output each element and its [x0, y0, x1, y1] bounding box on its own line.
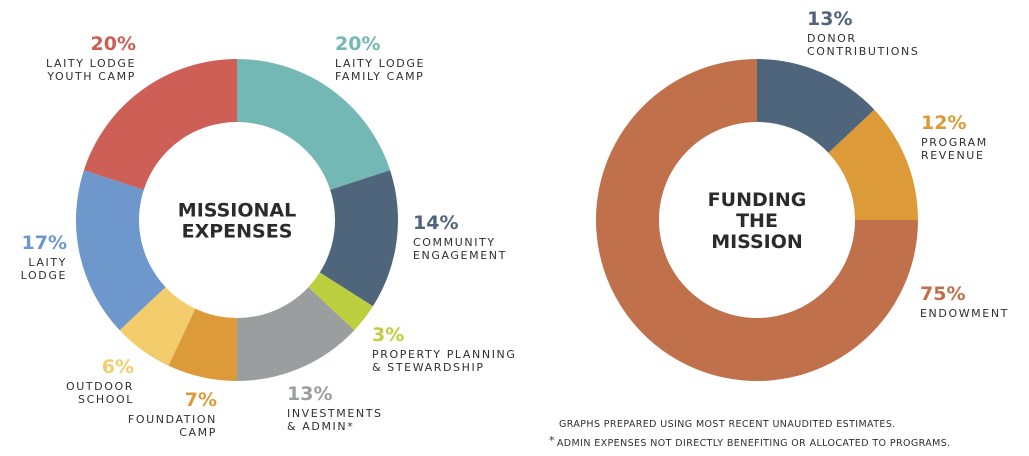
- category-label-property-planning-stewardship-line-1: PROPERTY PLANNING: [372, 348, 517, 361]
- slice-community-engagement: [319, 170, 398, 307]
- footnote-asterisk: *: [549, 434, 555, 447]
- category-label-program-revenue-line-2: REVENUE: [921, 149, 985, 162]
- category-label-laity-lodge-family-camp-line-1: LAITY LODGE: [335, 57, 425, 70]
- center-title-line-2: THE: [736, 210, 778, 232]
- slice-foundation-camp: [168, 308, 237, 381]
- category-label-laity-lodge-family-camp-line-2: FAMILY CAMP: [335, 70, 424, 83]
- pct-label-investments-admin: 13%: [287, 383, 332, 405]
- category-label-foundation-camp-line-2: CAMP: [179, 426, 217, 439]
- category-label-outdoor-school-line-1: OUTDOOR: [66, 380, 134, 393]
- slice-program-revenue: [828, 109, 918, 220]
- category-label-community-engagement-line-2: ENGAGEMENT: [413, 249, 507, 262]
- category-label-community-engagement-line-1: COMMUNITY: [413, 236, 496, 249]
- pct-label-outdoor-school: 6%: [102, 356, 134, 378]
- category-label-investments-admin-line-2: & ADMIN*: [287, 420, 354, 433]
- footnote-admin: * ADMIN EXPENSES NOT DIRECTLY BENEFITING …: [549, 434, 951, 449]
- slice-laity-lodge-youth-camp: [83, 59, 237, 190]
- pct-label-endowment: 75%: [920, 283, 965, 305]
- pct-label-laity-lodge: 17%: [22, 232, 67, 254]
- slice-outdoor-school: [119, 287, 196, 366]
- slice-endowment: [596, 59, 918, 381]
- category-label-endowment-line-1: ENDOWMENT: [920, 307, 1009, 320]
- pct-label-laity-lodge-youth-camp: 20%: [91, 33, 136, 55]
- slice-donor-contributions: [757, 59, 875, 153]
- category-label-laity-lodge-line-1: LAITY: [28, 256, 67, 269]
- category-label-donor-contributions-line-1: DONOR: [807, 32, 857, 45]
- pct-label-community-engagement: 14%: [413, 212, 458, 234]
- footnote-estimates: GRAPHS PREPARED USING MOST RECENT UNAUDI…: [559, 419, 896, 430]
- category-label-laity-lodge-youth-camp-line-1: LAITY LODGE: [46, 57, 136, 70]
- center-title-line-2: EXPENSES: [182, 221, 293, 243]
- center-title-line-1: FUNDING: [708, 189, 807, 211]
- category-label-foundation-camp-line-1: FOUNDATION: [128, 413, 217, 426]
- category-label-program-revenue-line-1: PROGRAM: [921, 136, 988, 149]
- slice-investments-admin: [237, 287, 355, 381]
- pct-label-laity-lodge-family-camp: 20%: [335, 33, 380, 55]
- center-title-line-1: MISSIONAL: [178, 200, 296, 222]
- category-label-property-planning-stewardship-line-2: & STEWARDSHIP: [372, 361, 485, 374]
- pct-label-program-revenue: 12%: [921, 112, 966, 134]
- category-label-investments-admin-line-1: INVESTMENTS: [287, 407, 383, 420]
- pct-label-foundation-camp: 7%: [185, 389, 217, 411]
- pct-label-donor-contributions: 13%: [807, 8, 852, 30]
- category-label-laity-lodge-line-2: LODGE: [21, 269, 67, 282]
- center-title-line-3: MISSION: [711, 231, 803, 253]
- slice-laity-lodge: [76, 170, 166, 331]
- footnote-admin-text: ADMIN EXPENSES NOT DIRECTLY BENEFITING O…: [556, 438, 951, 449]
- category-label-outdoor-school-line-2: SCHOOL: [78, 393, 134, 406]
- slice-laity-lodge-family-camp: [237, 59, 391, 190]
- slice-property-planning-stewardship: [308, 272, 373, 331]
- category-label-donor-contributions-line-2: CONTRIBUTIONS: [807, 45, 919, 58]
- pct-label-property-planning-stewardship: 3%: [372, 324, 404, 346]
- category-label-laity-lodge-youth-camp-line-2: YOUTH CAMP: [46, 70, 136, 83]
